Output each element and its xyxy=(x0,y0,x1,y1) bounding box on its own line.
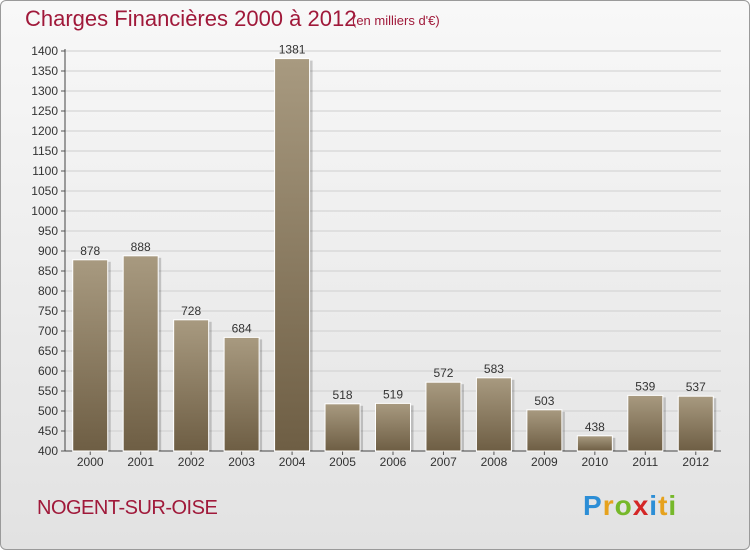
x-tick-label: 2005 xyxy=(329,455,356,469)
bar-2001 xyxy=(122,255,159,452)
y-tick-label: 1250 xyxy=(31,104,58,118)
x-tick-label: 2006 xyxy=(380,455,407,469)
x-tick-label: 2007 xyxy=(430,455,457,469)
x-tick-label: 2001 xyxy=(127,455,154,469)
y-tick-label: 500 xyxy=(38,404,58,418)
data-label: 503 xyxy=(534,394,554,408)
data-label: 519 xyxy=(383,387,403,401)
y-tick-label: 900 xyxy=(38,244,58,258)
bar-2005 xyxy=(324,403,361,452)
proxiti-logo[interactable]: Proxiti xyxy=(583,490,677,522)
bar-2000 xyxy=(72,259,109,452)
logo-letter: i xyxy=(649,490,659,521)
bar-2002 xyxy=(173,319,210,452)
y-tick-label: 450 xyxy=(38,424,58,438)
bar-2009 xyxy=(526,409,563,452)
x-tick-label: 2000 xyxy=(77,455,104,469)
y-tick-label: 1300 xyxy=(31,84,58,98)
y-tick-label: 700 xyxy=(38,324,58,338)
y-tick-label: 1400 xyxy=(31,44,58,58)
y-tick-label: 1050 xyxy=(31,184,58,198)
x-tick-label: 2004 xyxy=(279,455,306,469)
y-tick-label: 850 xyxy=(38,264,58,278)
data-label: 728 xyxy=(181,304,201,318)
bar-2007 xyxy=(425,381,462,452)
y-tick-label: 1100 xyxy=(32,164,58,178)
logo-letter: P xyxy=(583,490,603,521)
x-tick-label: 2012 xyxy=(682,455,709,469)
logo-letter: r xyxy=(602,490,615,521)
data-label: 684 xyxy=(232,321,252,335)
logo-letter: x xyxy=(632,490,650,521)
chart-subtitle: (en milliers d'€) xyxy=(352,13,440,28)
data-label: 1381 xyxy=(279,43,306,57)
data-label: 518 xyxy=(333,388,353,402)
bar-2011 xyxy=(627,394,664,452)
y-tick-label: 750 xyxy=(38,304,58,318)
logo-letter: o xyxy=(614,490,633,521)
x-tick-label: 2011 xyxy=(632,455,658,469)
y-tick-label: 1150 xyxy=(32,144,58,158)
logo-letter: t xyxy=(658,490,669,521)
logo-letter: i xyxy=(668,490,678,521)
y-tick-label: 650 xyxy=(38,344,58,358)
data-label: 583 xyxy=(484,362,504,376)
chart-title: Charges Financières 2000 à 2012 xyxy=(25,6,357,31)
x-tick-label: 2002 xyxy=(178,455,205,469)
x-tick-label: 2003 xyxy=(228,455,255,469)
data-label: 572 xyxy=(433,366,453,380)
bar-2004 xyxy=(274,58,311,452)
x-tick-label: 2008 xyxy=(481,455,508,469)
commune-name: NOGENT-SUR-OISE xyxy=(37,497,218,519)
y-tick-label: 550 xyxy=(38,384,58,398)
y-tick-label: 1000 xyxy=(31,204,58,218)
bar-2003 xyxy=(223,336,260,452)
y-tick-label: 1200 xyxy=(31,124,58,138)
bar-2010 xyxy=(576,435,613,452)
data-label: 888 xyxy=(131,240,151,254)
data-label: 537 xyxy=(686,380,706,394)
x-tick-label: 2010 xyxy=(581,455,608,469)
data-label: 539 xyxy=(635,379,655,393)
x-tick-label: 2009 xyxy=(531,455,558,469)
bar-2012 xyxy=(677,395,714,452)
y-tick-label: 950 xyxy=(38,224,58,238)
y-tick-label: 800 xyxy=(38,284,58,298)
y-tick-label: 1350 xyxy=(31,64,58,78)
y-tick-label: 400 xyxy=(38,444,58,458)
data-label: 438 xyxy=(585,420,605,434)
y-tick-label: 600 xyxy=(38,364,58,378)
bar-2008 xyxy=(475,377,512,452)
data-label: 878 xyxy=(80,244,100,258)
bar-2006 xyxy=(375,402,411,452)
